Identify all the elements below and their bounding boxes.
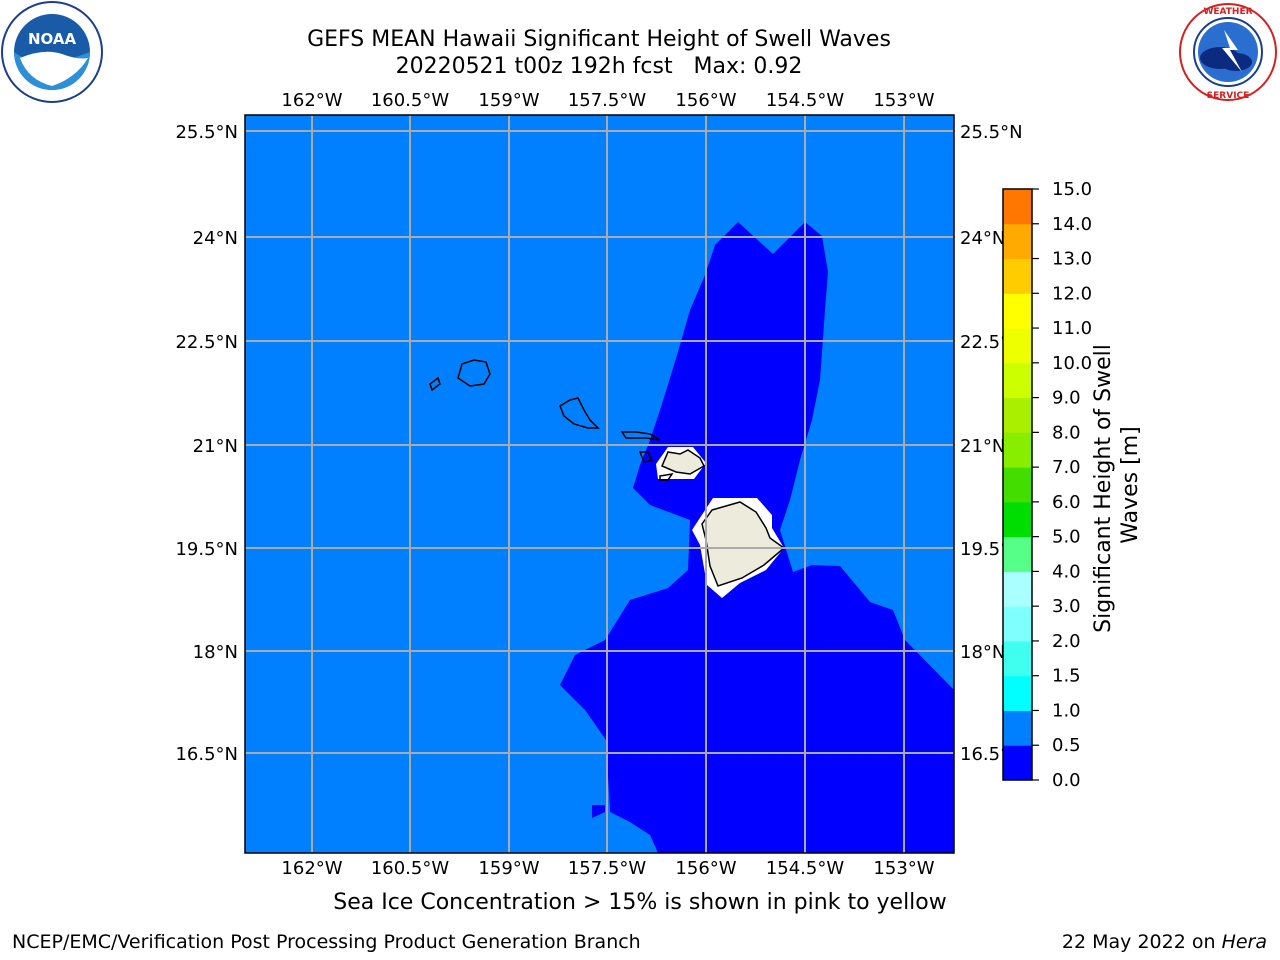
gridlines	[245, 115, 954, 853]
lat-tick-label-left: 16.5°N	[175, 744, 238, 765]
colorbar-segment	[1003, 328, 1032, 364]
lat-tick-label-right: 18°N	[960, 642, 1005, 663]
colorbar-tick-label: 12.0	[1052, 283, 1092, 304]
colorbar-segment	[1003, 640, 1032, 677]
colorbar-segment	[1003, 710, 1032, 746]
lon-tick-label-bottom: 154.5°W	[766, 858, 845, 879]
colorbar-segment	[1003, 189, 1032, 225]
lon-tick-label-top: 157.5°W	[568, 90, 647, 111]
island-kahoolawe	[659, 472, 674, 481]
island-niihau	[429, 376, 441, 392]
colorbar-tick-label: 14.0	[1052, 214, 1092, 235]
colorbar-tick-label: 1.0	[1052, 700, 1081, 721]
lon-tick-label-bottom: 153°W	[873, 858, 934, 879]
colorbar-segment	[1003, 362, 1032, 399]
colorbar-segment	[1003, 606, 1032, 642]
colorbar-segment	[1003, 223, 1032, 260]
lat-tick-label-left: 19.5°N	[175, 539, 238, 560]
colorbar-segment	[1003, 432, 1032, 468]
island-molokai	[620, 431, 661, 441]
lon-tick-label-top: 162°W	[281, 90, 342, 111]
colorbar-segment	[1003, 675, 1032, 711]
colorbar-tick-label: 2.0	[1052, 631, 1081, 652]
colorbar-label-line-1: Significant Height of Swell	[1091, 344, 1116, 633]
sea-ice-note: Sea Ice Concentration > 15% is shown in …	[333, 890, 947, 915]
colorbar: 0.0 0.5 1.0 1.5 2.0 3.0 4.0 5.0 6.0 7.0 8.0 9.0 10.0…	[1002, 179, 1092, 791]
colorbar-tick-label: 3.0	[1052, 596, 1081, 617]
lat-tick-label-left: 18°N	[193, 642, 238, 663]
lat-tick-label-right: 25.5°N	[960, 122, 1023, 143]
islands	[429, 359, 786, 587]
lon-tick-label-top: 154.5°W	[766, 90, 845, 111]
chart-title: GEFS MEAN Hawaii Significant Height of S…	[307, 26, 891, 80]
colorbar-tick-label: 0.5	[1052, 735, 1081, 756]
lon-tick-label-bottom: 162°W	[281, 858, 342, 879]
low-swell-patch	[592, 805, 605, 818]
colorbar-segment	[1003, 258, 1032, 294]
lon-tick-label-bottom: 160.5°W	[371, 858, 450, 879]
colorbar-label: Significant Height of Swell Waves [m]	[1091, 337, 1143, 633]
colorbar-tick-label: 1.5	[1052, 666, 1081, 687]
colorbar-tick-label: 10.0	[1052, 353, 1092, 374]
colorbar-tick-label: 9.0	[1052, 388, 1081, 409]
lat-tick-label-left: 25.5°N	[175, 122, 238, 143]
footer-host: Hera	[1221, 931, 1267, 953]
colorbar-segment	[1003, 467, 1032, 503]
colorbar-tick-label: 5.0	[1052, 527, 1081, 548]
lon-tick-label-bottom: 157.5°W	[568, 858, 647, 879]
colorbar-tick-label: 8.0	[1052, 422, 1081, 443]
map-area	[245, 115, 954, 853]
colorbar-tick-label: 13.0	[1052, 249, 1092, 270]
colorbar-segment	[1003, 536, 1032, 572]
colorbar-tick-label: 6.0	[1052, 492, 1081, 513]
svg-text:WEATHER: WEATHER	[1203, 7, 1252, 17]
lat-tick-label-left: 21°N	[193, 436, 238, 457]
footer-credit: NCEP/EMC/Verification Post Processing Pr…	[12, 931, 641, 953]
lat-tick-label-left: 24°N	[193, 228, 238, 249]
nws-logo: WEATHER SERVICE	[1179, 3, 1277, 101]
lon-tick-label-top: 153°W	[873, 90, 934, 111]
colorbar-tick-label: 7.0	[1052, 457, 1081, 478]
title-line-2: 20220521 t00z 192h fcst Max: 0.92	[395, 54, 803, 79]
footer-date: 22 May 2022 on Hera	[1062, 931, 1267, 953]
colorbar-tick-label: 11.0	[1052, 318, 1092, 339]
colorbar-tick-label: 15.0	[1052, 179, 1092, 200]
island-kauai	[457, 359, 491, 387]
noaa-logo: NOAA	[1, 1, 103, 103]
svg-text:SERVICE: SERVICE	[1207, 91, 1250, 101]
colorbar-tick-label: 0.0	[1052, 770, 1081, 791]
lat-tick-label-right: 21°N	[960, 436, 1005, 457]
lon-tick-label-top: 160.5°W	[371, 90, 450, 111]
lon-tick-label-bottom: 156°W	[675, 858, 736, 879]
lat-tick-label-right: 24°N	[960, 228, 1005, 249]
island-maui	[661, 449, 705, 475]
colorbar-segment	[1003, 293, 1032, 329]
lat-tick-label-left: 22.5°N	[175, 332, 238, 353]
lon-tick-label-bottom: 159°W	[478, 858, 539, 879]
colorbar-tick-label: 4.0	[1052, 561, 1081, 582]
colorbar-frame	[1002, 188, 1033, 781]
colorbar-segment	[1003, 745, 1032, 781]
colorbar-label-line-2: Waves [m]	[1118, 426, 1143, 543]
colorbar-segment	[1003, 397, 1032, 433]
colorbar-segment	[1003, 501, 1032, 538]
noaa-logo-text: NOAA	[28, 30, 77, 48]
footer-date-text: 22 May 2022 on	[1061, 931, 1222, 953]
island-oahu	[559, 397, 600, 429]
island-lanai	[638, 451, 654, 463]
lon-tick-label-top: 156°W	[675, 90, 736, 111]
colorbar-segment	[1003, 571, 1032, 607]
lon-tick-label-top: 159°W	[478, 90, 539, 111]
title-line-1: GEFS MEAN Hawaii Significant Height of S…	[307, 27, 891, 52]
map-frame	[244, 114, 955, 854]
